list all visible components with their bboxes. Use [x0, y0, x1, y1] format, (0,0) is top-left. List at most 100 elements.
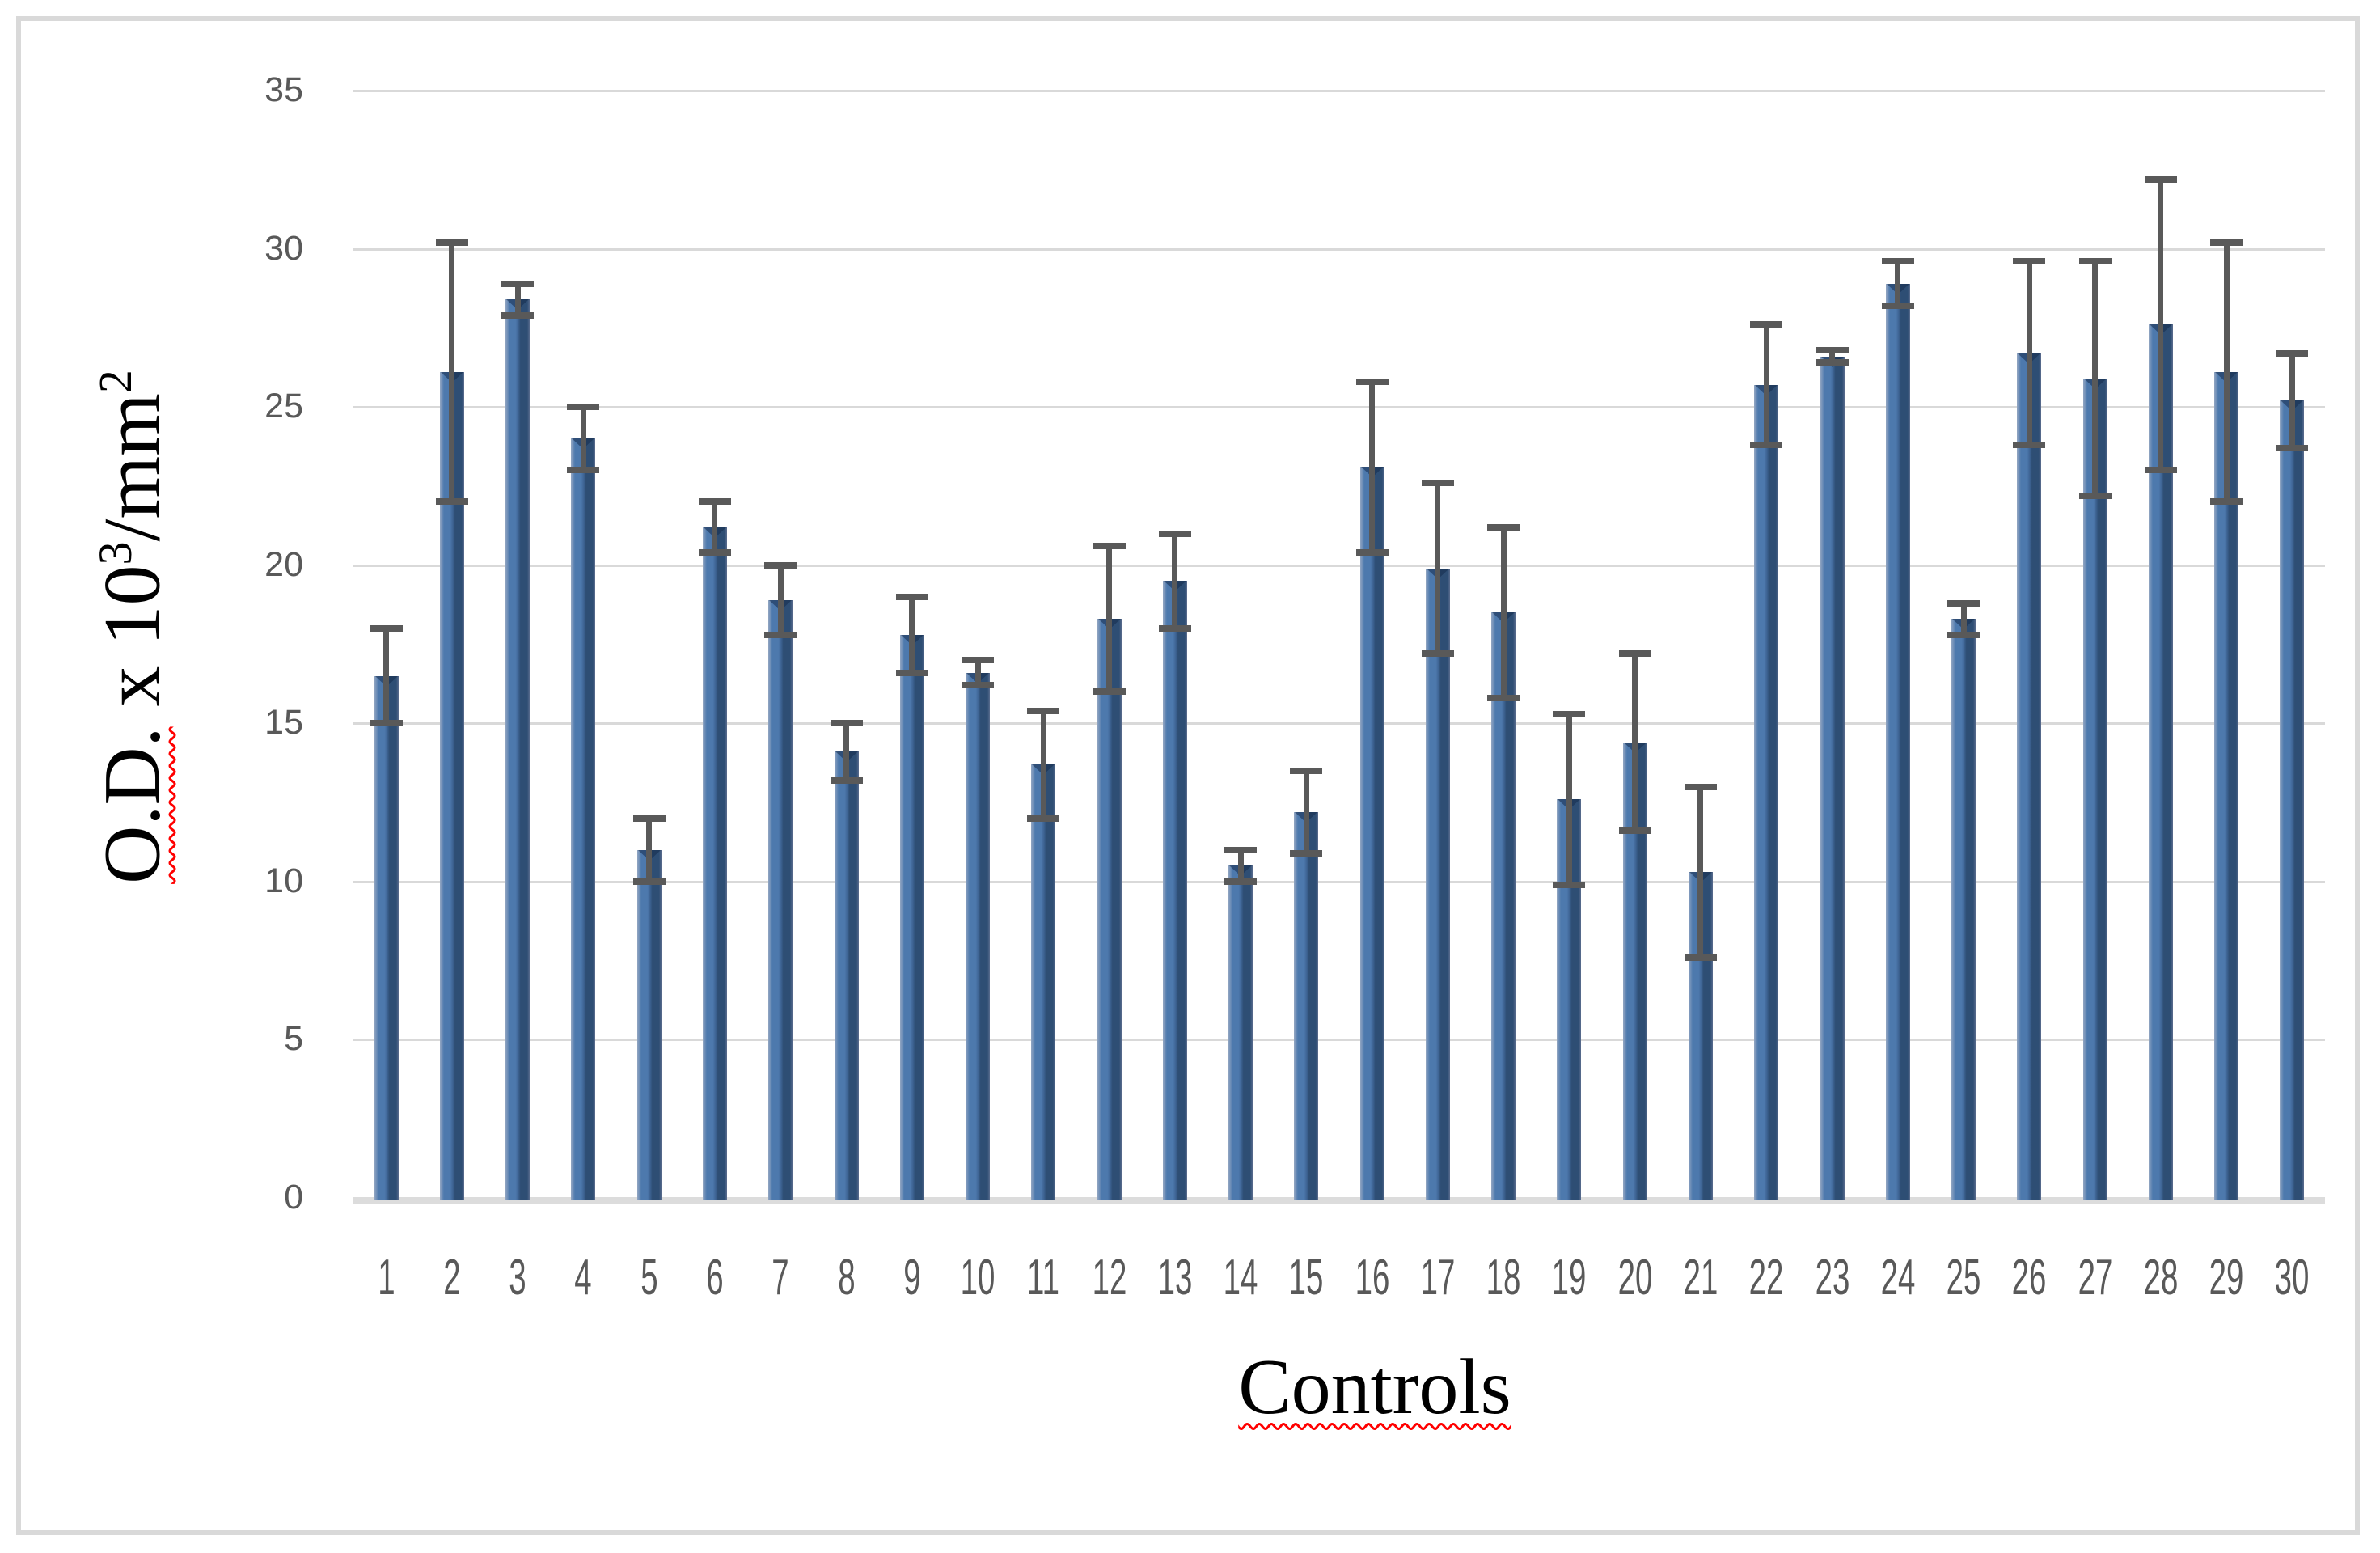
error-cap-bottom-15 [1290, 849, 1323, 857]
error-whisker-28 [2158, 179, 2164, 471]
error-cap-bottom-4 [567, 467, 600, 474]
y-axis-title-superscript-2: 2 [89, 370, 142, 394]
y-tick-label-20: 20 [264, 544, 303, 584]
error-cap-bottom-19 [1553, 881, 1586, 888]
x-tick-label-10: 10 [960, 1250, 996, 1305]
x-tick-label-17: 17 [1420, 1250, 1456, 1305]
gridline-y-5 [353, 1039, 2325, 1042]
x-tick-label-16: 16 [1355, 1250, 1390, 1305]
bar-control-11 [1031, 764, 1056, 1200]
bar-control-30 [2280, 400, 2305, 1200]
bar-control-29 [2214, 372, 2239, 1200]
y-tick-label-10: 10 [264, 861, 303, 900]
x-tick-label-24: 24 [1880, 1250, 1916, 1305]
bar-control-17 [1425, 568, 1450, 1200]
error-cap-bottom-22 [1750, 442, 1783, 449]
error-cap-bottom-18 [1487, 694, 1520, 701]
y-tick-label-15: 15 [264, 703, 303, 743]
error-cap-bottom-12 [1093, 688, 1126, 696]
bar-control-15 [1294, 811, 1319, 1200]
bar-control-25 [1951, 619, 1976, 1200]
error-cap-bottom-1 [370, 720, 403, 727]
x-tick-label-30: 30 [2274, 1250, 2310, 1305]
error-cap-bottom-29 [2210, 498, 2243, 506]
bar-control-8 [834, 751, 859, 1200]
y-axis-title: O.D. x 103/mm2 [86, 370, 179, 884]
error-cap-top-25 [1947, 599, 1981, 607]
error-whisker-1 [383, 628, 390, 724]
x-tick-label-7: 7 [771, 1250, 789, 1305]
error-cap-top-18 [1487, 523, 1520, 531]
x-tick-label-1: 1 [377, 1250, 395, 1305]
bar-control-3 [505, 299, 531, 1200]
x-axis-baseline [353, 1197, 2325, 1204]
error-whisker-24 [1895, 261, 1901, 306]
error-whisker-11 [1040, 710, 1046, 819]
figure-border-frame [16, 16, 2360, 1535]
bar-control-5 [636, 849, 662, 1200]
error-cap-top-2 [435, 239, 468, 246]
error-whisker-4 [580, 407, 586, 471]
error-cap-top-30 [2276, 349, 2309, 357]
x-tick-label-27: 27 [2078, 1250, 2112, 1305]
error-cap-top-6 [698, 498, 731, 506]
bar-control-26 [2017, 353, 2042, 1200]
error-cap-top-26 [2013, 258, 2046, 265]
error-cap-bottom-3 [501, 311, 535, 319]
error-whisker-3 [514, 283, 521, 315]
bar-control-1 [374, 675, 399, 1200]
x-tick-label-15: 15 [1288, 1250, 1324, 1305]
error-whisker-8 [843, 723, 849, 781]
x-tick-label-4: 4 [574, 1250, 593, 1305]
y-axis-title-superscript-3: 3 [89, 541, 142, 565]
error-whisker-9 [909, 596, 915, 673]
error-whisker-26 [2026, 261, 2032, 446]
error-cap-bottom-2 [435, 498, 468, 506]
error-cap-top-20 [1618, 650, 1651, 658]
error-cap-bottom-13 [1158, 624, 1191, 632]
error-whisker-14 [1237, 849, 1244, 882]
y-axis-title-flagged-text: O.D. [87, 726, 177, 884]
error-cap-bottom-10 [962, 682, 995, 689]
y-tick-label-30: 30 [264, 228, 303, 268]
gridline-y-25 [353, 406, 2325, 409]
error-cap-bottom-28 [2144, 467, 2177, 474]
error-cap-bottom-5 [632, 878, 666, 885]
bar-control-23 [1820, 356, 1845, 1200]
error-cap-bottom-14 [1224, 878, 1258, 885]
x-tick-label-2: 2 [443, 1250, 461, 1305]
error-cap-top-11 [1027, 707, 1060, 714]
x-tick-label-25: 25 [1946, 1250, 1981, 1305]
error-cap-top-19 [1553, 710, 1586, 717]
error-cap-bottom-25 [1947, 631, 1981, 638]
error-cap-bottom-7 [764, 631, 797, 638]
error-whisker-12 [1106, 546, 1113, 692]
error-whisker-16 [1369, 381, 1376, 553]
error-cap-top-8 [830, 720, 863, 727]
gridline-y-30 [353, 248, 2325, 251]
error-cap-top-13 [1158, 530, 1191, 537]
error-cap-bottom-8 [830, 776, 863, 784]
error-cap-top-10 [962, 657, 995, 664]
error-cap-top-1 [370, 624, 403, 632]
error-cap-top-29 [2210, 239, 2243, 246]
x-tick-label-20: 20 [1617, 1250, 1653, 1305]
gridline-y-10 [353, 880, 2325, 883]
x-tick-label-5: 5 [640, 1250, 658, 1305]
error-cap-top-3 [501, 280, 535, 287]
error-whisker-21 [1697, 786, 1704, 958]
error-whisker-10 [974, 660, 981, 686]
error-cap-top-24 [1881, 258, 1914, 265]
x-axis-title-text: Controls [1238, 1344, 1511, 1431]
bar-control-22 [1754, 384, 1779, 1200]
bar-control-2 [439, 372, 464, 1200]
y-tick-label-0: 0 [284, 1178, 303, 1217]
error-whisker-29 [2223, 242, 2230, 502]
error-whisker-7 [777, 565, 784, 635]
error-whisker-15 [1303, 770, 1309, 853]
error-whisker-6 [712, 501, 718, 553]
error-whisker-19 [1566, 713, 1572, 885]
error-whisker-17 [1435, 483, 1441, 654]
error-whisker-18 [1500, 527, 1507, 698]
